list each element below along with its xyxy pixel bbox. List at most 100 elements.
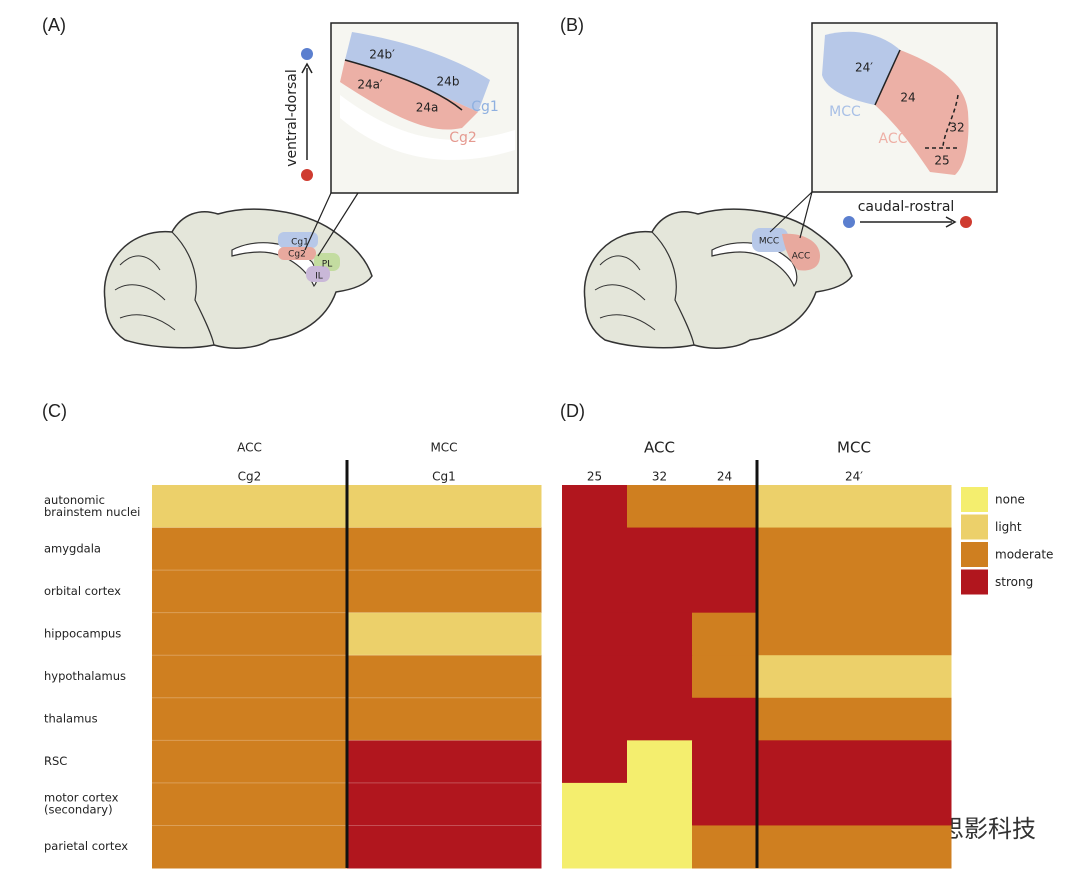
heatmap-cell — [627, 485, 693, 529]
brain-b — [583, 208, 853, 349]
inset-label: ACC — [879, 131, 908, 147]
group-label: MCC — [837, 439, 871, 457]
legend-swatch — [961, 569, 988, 595]
heatmap-cell — [757, 825, 952, 869]
heatmap-cell — [692, 655, 758, 699]
heatmap-cell — [692, 485, 758, 529]
inset-a: 24b′ 24a′ 24b 24a Cg1 Cg2 — [330, 22, 519, 194]
group-label: ACC — [237, 441, 262, 455]
row-label: amygdala — [44, 541, 101, 555]
heatmap-cell — [347, 782, 542, 826]
panel-label: (B) — [560, 15, 584, 35]
brain-label: Cg1 — [291, 238, 309, 248]
heatmap-cell — [347, 740, 542, 784]
heatmap-cell — [562, 740, 628, 784]
heatmap-cell — [757, 740, 952, 784]
heatmap-cell — [692, 612, 758, 656]
heatmap-cell — [152, 612, 348, 656]
legend-label: light — [995, 520, 1022, 534]
column-label: 32 — [652, 470, 667, 484]
inset-label: 32 — [949, 121, 964, 135]
brain-label: IL — [315, 272, 323, 282]
heatmap-cell — [152, 655, 348, 699]
brain-a: Cg1 Cg2 PL IL — [103, 208, 373, 349]
heatmap-cell — [562, 570, 628, 614]
legend-label: strong — [995, 575, 1033, 589]
axis-arrow: caudal-rostral — [843, 199, 972, 228]
inset-label: 25 — [934, 154, 949, 168]
heatmap-cell — [627, 655, 693, 699]
heatmap-cell — [152, 825, 348, 869]
heatmap-cell — [627, 697, 693, 741]
heatmap-cell — [757, 782, 952, 826]
heatmap-cell — [347, 527, 542, 571]
row-label: autonomic — [44, 493, 105, 507]
heatmap-cell — [152, 740, 348, 784]
heatmap-cell — [692, 527, 758, 571]
legend-label: none — [995, 493, 1025, 507]
heatmap-cell — [347, 655, 542, 699]
panel-label: (C) — [42, 401, 67, 421]
heatmap-cell — [627, 825, 693, 869]
inset-label: Cg2 — [449, 130, 477, 146]
axis-label: ventral-dorsal — [284, 69, 300, 167]
watermark-text: 思影科技 — [940, 815, 1036, 843]
inset-label: 24′ — [855, 61, 873, 75]
heatmap-cell — [562, 825, 628, 869]
inset-label: 24a — [416, 101, 439, 115]
row-label: orbital cortex — [44, 584, 121, 598]
heatmap-cell — [347, 612, 542, 656]
inset-label: Cg1 — [471, 99, 499, 115]
legend-swatch — [961, 542, 988, 567]
heatmap-cell — [757, 485, 952, 529]
heatmap-cell — [562, 782, 628, 826]
row-label: brainstem nuclei — [44, 505, 140, 519]
heatmap-cell — [562, 527, 628, 571]
row-label: RSC — [44, 754, 67, 768]
heatmap-cell — [757, 612, 952, 656]
inset-label: MCC — [829, 104, 861, 120]
inset-label: 24b — [437, 75, 460, 89]
heatmap-cell — [692, 697, 758, 741]
row-label: parietal cortex — [44, 839, 128, 853]
heatmap-cell — [562, 655, 628, 699]
heatmap-cell — [347, 485, 542, 529]
heatmap-cell — [692, 740, 758, 784]
row-label: hypothalamus — [44, 669, 126, 683]
heatmap-cell — [562, 612, 628, 656]
panel-label: (D) — [560, 401, 585, 421]
brain-label: Cg2 — [288, 250, 306, 260]
row-label: (secondary) — [44, 803, 113, 817]
column-label: Cg1 — [432, 470, 456, 484]
row-label: motor cortex — [44, 791, 119, 805]
column-label: 25 — [587, 470, 602, 484]
axis-label: caudal-rostral — [858, 199, 955, 215]
heatmap-cell — [627, 527, 693, 571]
heatmap-cell — [152, 570, 348, 614]
heatmap-cell — [692, 570, 758, 614]
heatmap-cell — [692, 782, 758, 826]
row-label: hippocampus — [44, 626, 121, 640]
heatmap-cell — [152, 485, 348, 529]
brain-label: ACC — [792, 252, 811, 262]
heatmap-cell — [347, 825, 542, 869]
heatmap-cell — [627, 570, 693, 614]
group-label: MCC — [430, 441, 457, 455]
brain-label: MCC — [759, 237, 779, 247]
inset-label: 24b′ — [369, 48, 395, 62]
heatmap-cell — [152, 697, 348, 741]
heatmap-cell — [562, 485, 628, 529]
inset-b: 24′ 24 32 25 MCC ACC — [811, 22, 998, 193]
heatmap-cell — [627, 740, 693, 784]
heatmap-cell — [347, 697, 542, 741]
heatmap-cell — [152, 527, 348, 571]
heatmap-cell — [757, 527, 952, 571]
legend-swatch — [961, 514, 988, 540]
axis-arrow: ventral-dorsal — [284, 48, 313, 181]
column-label: 24 — [717, 470, 732, 484]
heatmap-cell — [562, 697, 628, 741]
column-label: Cg2 — [238, 470, 262, 484]
heatmap-cell — [347, 570, 542, 614]
heatmap-cell — [757, 697, 952, 741]
